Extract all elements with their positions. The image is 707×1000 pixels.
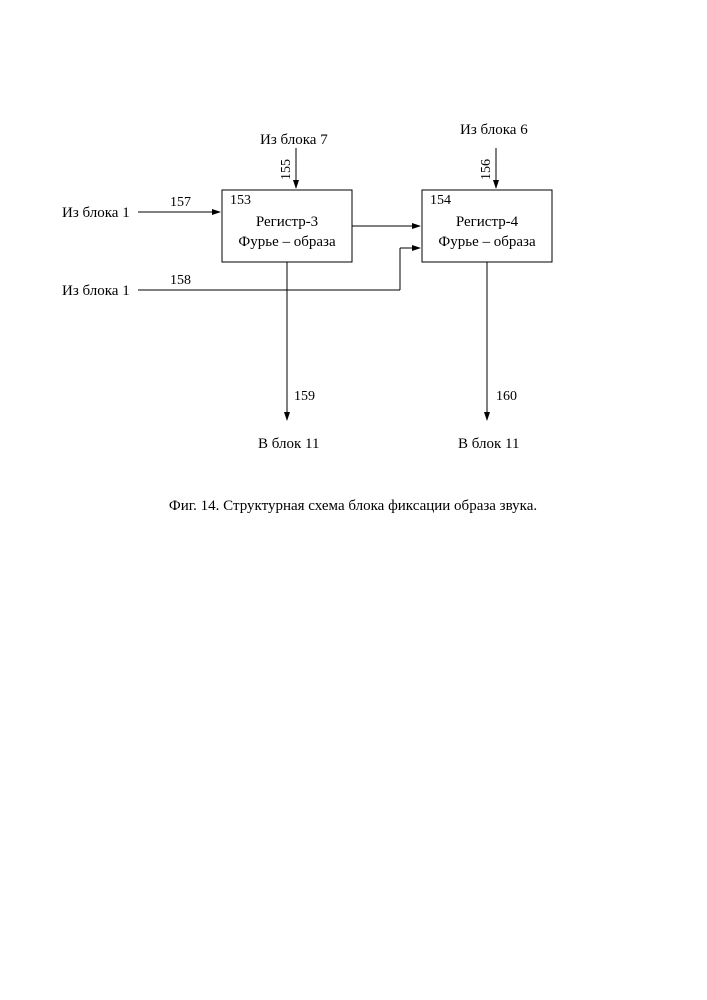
reg4-line1: Регистр-4 <box>456 214 519 230</box>
num-156: 156 <box>479 159 494 180</box>
label-to-block11-a: В блок 11 <box>258 436 319 452</box>
arrow-155: Из блока 7 155 <box>260 132 328 188</box>
reg3-line1: Регистр-3 <box>256 214 318 230</box>
arrow-158: 158 Из блока 1 <box>62 248 420 299</box>
num-159: 159 <box>294 389 315 404</box>
label-to-block11-b: В блок 11 <box>458 436 519 452</box>
num-155: 155 <box>279 159 294 180</box>
figure-caption: Фиг. 14. Структурная схема блока фиксаци… <box>169 498 537 514</box>
num-160: 160 <box>496 389 517 404</box>
arrow-160: 160 В блок 11 <box>458 262 519 452</box>
register-3-box: 153 Регистр-3 Фурье – образа <box>222 190 352 262</box>
reg4-line2: Фурье – образа <box>438 234 536 250</box>
arrow-156: Из блока 6 156 <box>460 122 528 188</box>
label-from-block1-a: Из блока 1 <box>62 205 130 221</box>
label-from-block1-b: Из блока 1 <box>62 283 130 299</box>
register-4-box: 154 Регистр-4 Фурье – образа <box>422 190 552 262</box>
box-id-153: 153 <box>230 193 251 208</box>
num-157: 157 <box>170 195 191 210</box>
arrow-157: 157 Из блока 1 <box>62 195 220 221</box>
label-from-block7: Из блока 7 <box>260 132 328 148</box>
reg3-line2: Фурье – образа <box>238 234 336 250</box>
label-from-block6: Из блока 6 <box>460 122 528 138</box>
box-id-154: 154 <box>430 193 451 208</box>
diagram-canvas: 153 Регистр-3 Фурье – образа 154 Регистр… <box>0 0 707 1000</box>
num-158: 158 <box>170 273 191 288</box>
